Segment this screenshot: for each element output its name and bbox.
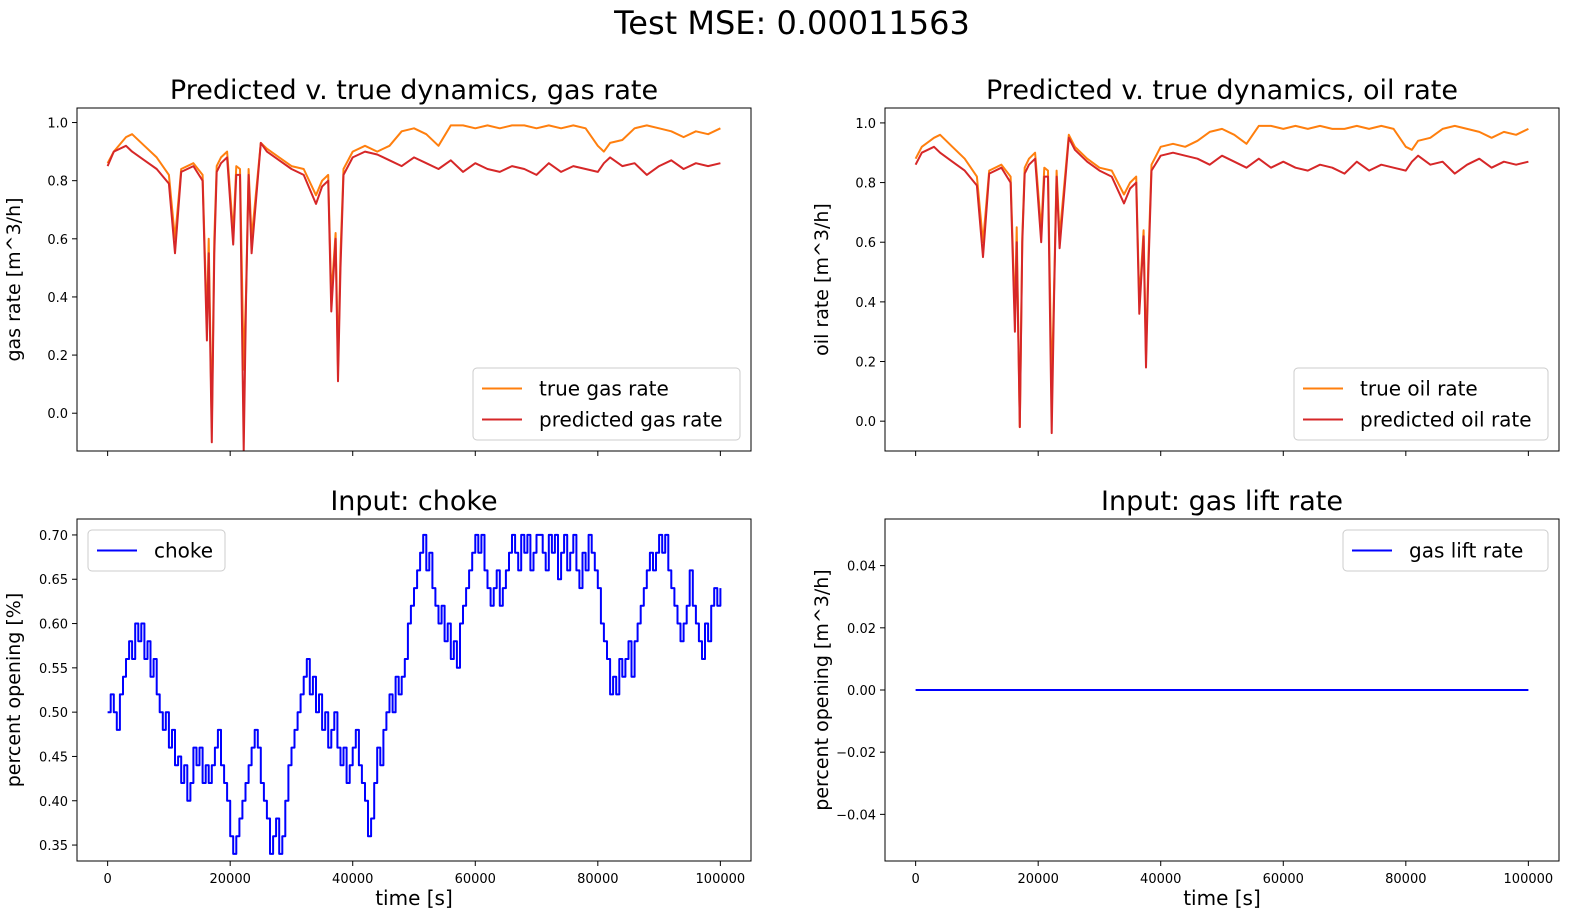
x-tick-label: 0 — [911, 872, 919, 887]
y-tick-label: 1.0 — [47, 117, 68, 132]
y-tick-label: 0.8 — [855, 177, 876, 192]
x-tick-label: 20000 — [210, 872, 251, 887]
y-tick-label: 0.04 — [847, 560, 876, 575]
y-tick-label: 0.55 — [39, 662, 68, 677]
figure-title: Test MSE: 0.00011563 — [613, 4, 970, 42]
x-axis-label: time [s] — [375, 886, 453, 910]
y-tick-label: 0.65 — [39, 573, 68, 588]
x-tick-label: 60000 — [455, 872, 496, 887]
y-axis-label: oil rate [m^3/h] — [811, 203, 833, 356]
axes-frame — [76, 518, 752, 862]
legend: gas lift rate — [1342, 529, 1549, 572]
subplot-3: Input: choke percent opening [%] time [s] 0… — [3, 486, 752, 910]
x-tick-label: 40000 — [1140, 872, 1181, 887]
series-line-2 — [106, 141, 721, 451]
y-tick-label: 0.2 — [47, 349, 68, 364]
legend-label: predicted oil rate — [1360, 408, 1532, 432]
y-tick-label: 0.02 — [847, 622, 876, 637]
y-tick-label: 0.0 — [855, 415, 876, 430]
subplot-1: Predicted v. true dynamics, gas rate gas … — [3, 75, 752, 456]
x-tick-label: 100000 — [696, 872, 746, 887]
legend-box — [1293, 367, 1549, 441]
legend-box — [1342, 529, 1549, 572]
x-tick-label: 20000 — [1018, 872, 1059, 887]
legend: true gas rate predicted gas rate — [472, 367, 741, 441]
x-tick-label: 80000 — [577, 872, 618, 887]
y-tick-label: 0.35 — [39, 839, 68, 854]
y-axis-label: percent opening [m^3/h] — [811, 569, 833, 810]
y-tick-label: 0.4 — [47, 291, 68, 306]
x-axis-label: time [s] — [1183, 886, 1261, 910]
y-axis-label: percent opening [%] — [3, 593, 25, 788]
x-tick-label: 60000 — [1263, 872, 1304, 887]
y-tick-label: −0.04 — [836, 808, 876, 823]
axes-frame — [76, 107, 752, 452]
subplot-title: Input: choke — [330, 486, 497, 517]
y-tick-label: 0.60 — [39, 618, 68, 633]
y-tick-label: 0.40 — [39, 795, 68, 810]
y-tick-label: 1.0 — [855, 117, 876, 132]
subplot-4: Input: gas lift rate percent opening [m^3… — [811, 486, 1560, 910]
subplot-title: Input: gas lift rate — [1101, 486, 1343, 517]
legend: choke — [87, 529, 226, 572]
y-tick-label: 0.70 — [39, 529, 68, 544]
x-tick-label: 100000 — [1504, 872, 1554, 887]
y-tick-label: 0.6 — [47, 233, 68, 248]
legend: true oil rate predicted oil rate — [1293, 367, 1549, 441]
legend-label: true oil rate — [1360, 377, 1478, 401]
y-tick-label: 0.4 — [855, 296, 876, 311]
x-tick-label: 40000 — [332, 872, 373, 887]
subplot-2: Predicted v. true dynamics, oil rate oil … — [811, 75, 1560, 456]
legend-box — [472, 367, 741, 441]
legend-box — [87, 529, 226, 572]
subplot-grid: Predicted v. true dynamics, gas rate gas … — [3, 75, 1560, 910]
legend-label: choke — [154, 539, 213, 563]
y-tick-label: 0.00 — [847, 684, 876, 699]
y-tick-label: 0.2 — [855, 356, 876, 371]
y-tick-label: 0.45 — [39, 750, 68, 765]
y-tick-label: −0.02 — [836, 746, 876, 761]
y-axis-label: gas rate [m^3/h] — [3, 197, 25, 361]
y-tick-label: 0.50 — [39, 706, 68, 721]
series-line-2 — [914, 136, 1529, 435]
y-tick-label: 0.6 — [855, 236, 876, 251]
series-line-1 — [107, 533, 722, 855]
x-tick-label: 80000 — [1385, 872, 1426, 887]
x-tick-label: 0 — [103, 872, 111, 887]
y-tick-label: 0.8 — [47, 175, 68, 190]
subplot-title: Predicted v. true dynamics, gas rate — [170, 75, 658, 106]
legend-label: gas lift rate — [1409, 539, 1523, 563]
axes-frame — [884, 107, 1560, 452]
y-tick-label: 0.0 — [47, 407, 68, 422]
legend-label: true gas rate — [539, 377, 669, 401]
subplot-title: Predicted v. true dynamics, oil rate — [986, 75, 1458, 106]
axes-frame — [884, 518, 1560, 862]
legend-label: predicted gas rate — [539, 408, 723, 432]
